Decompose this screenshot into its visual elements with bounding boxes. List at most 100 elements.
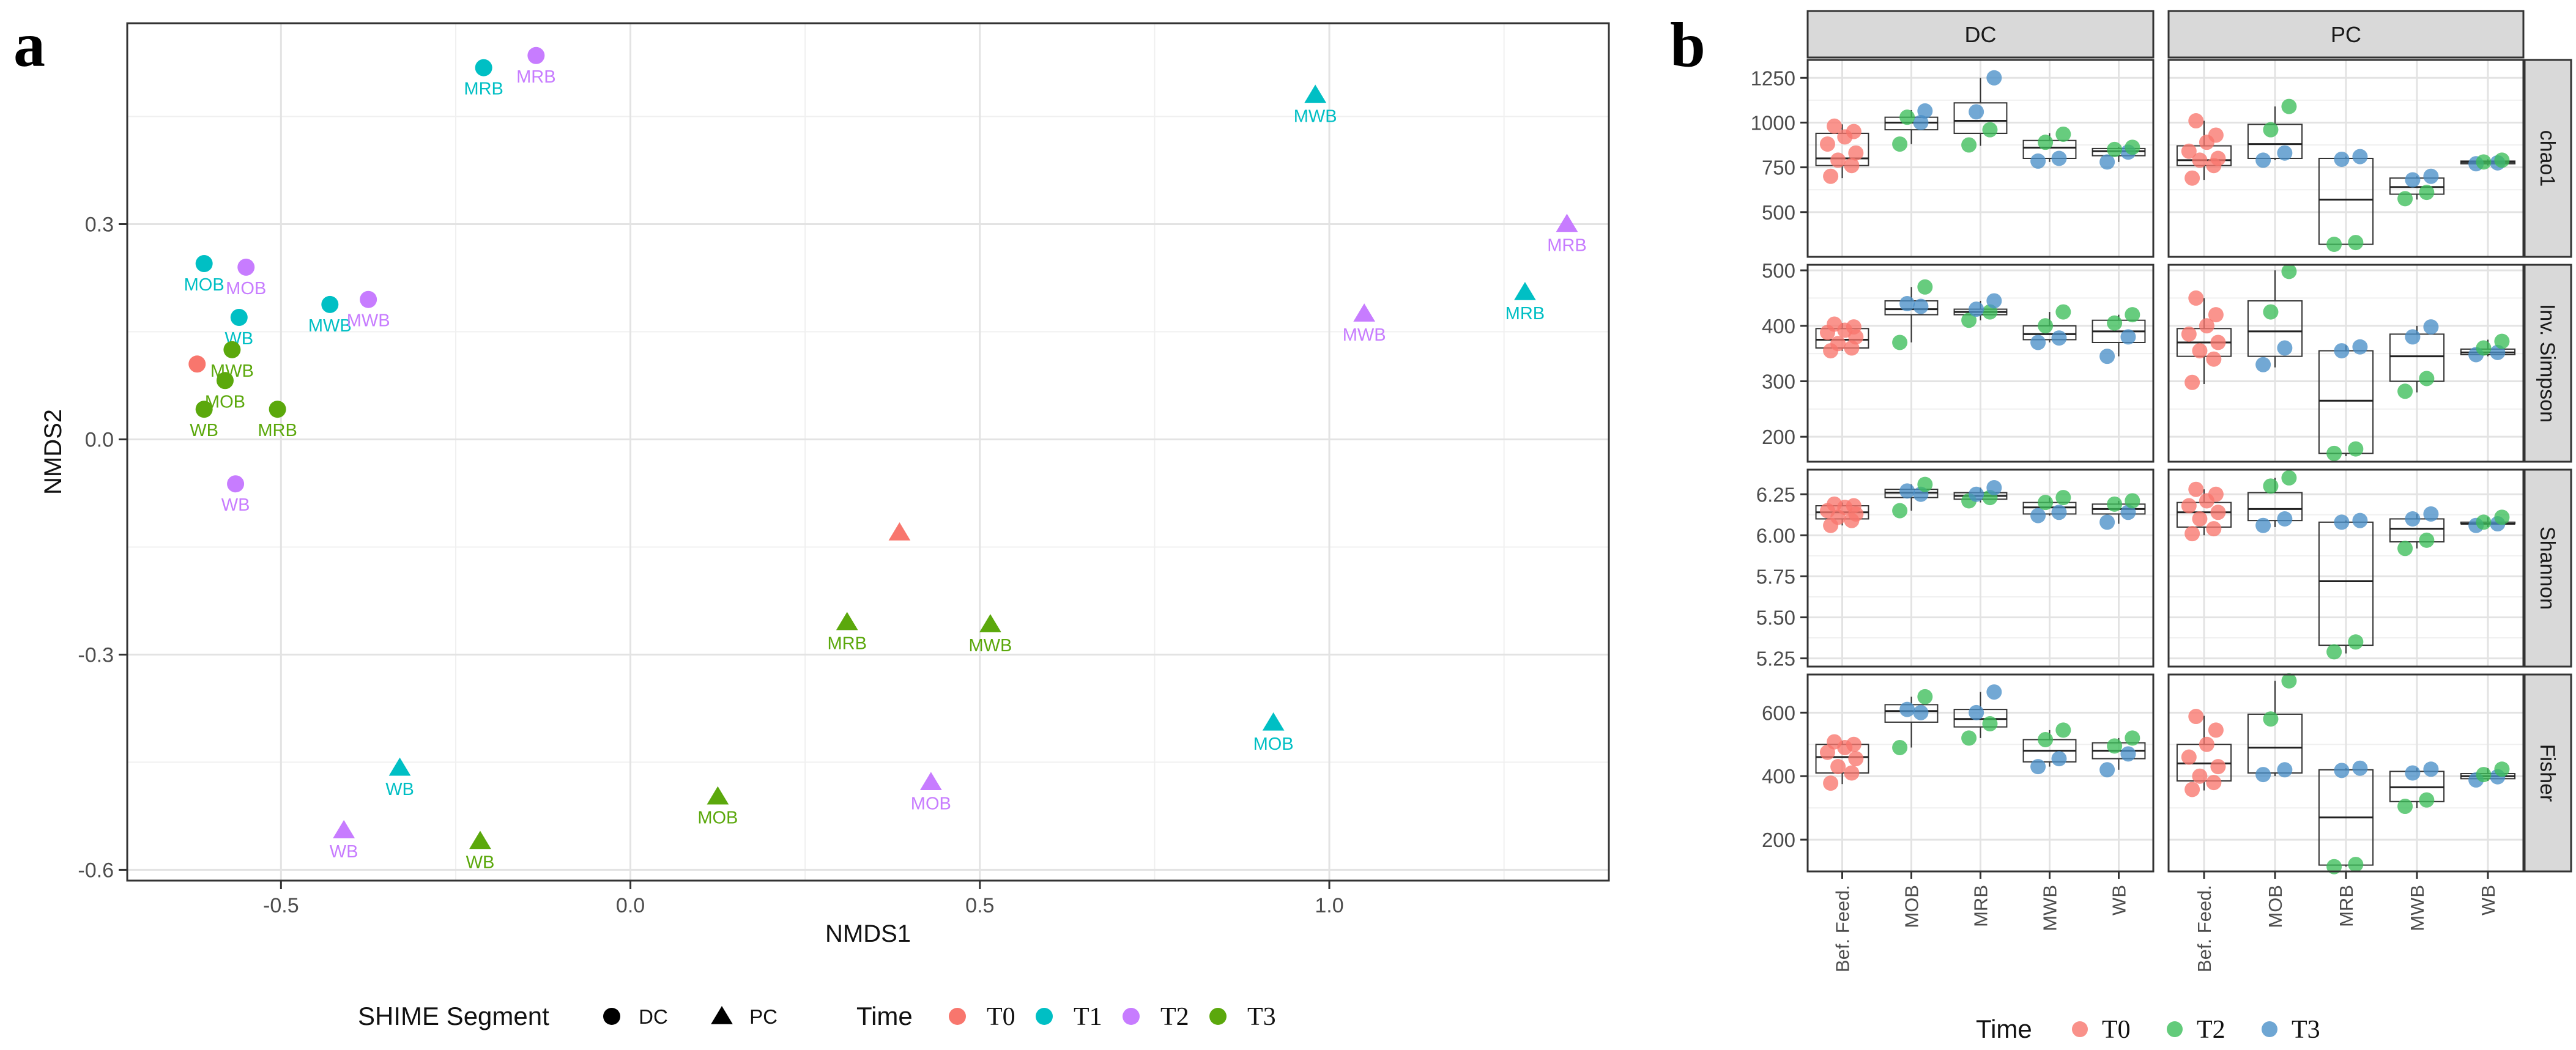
box-point-t2b [2038,731,2054,747]
box-point-t2b [2125,493,2140,509]
box-point-t2b [2397,191,2413,207]
facet-row-strip [2523,468,2572,668]
box-point-t2b [2055,722,2071,738]
box-point-t2b [1892,503,1908,519]
box-point-t2b [2494,761,2510,777]
nmds-point-t2 [527,46,545,64]
box-point-t2b [2326,644,2342,660]
box-point-t3b [2352,760,2368,776]
box-point-t2b [1892,136,1908,152]
box-point-t2b [1917,689,1933,704]
box-point-t2b [2326,237,2342,253]
box-point-t3b [1899,295,1915,311]
legend-color-key-t2 [1123,1008,1140,1025]
y-tick-label: 0.3 [85,213,114,237]
box-point-t0 [1844,765,1860,781]
box-point-t3b [2120,505,2136,520]
boxplot-wb [2092,493,2146,530]
boxplot-mrb [2318,149,2374,253]
box-point-t0 [2181,326,2197,342]
box-point-t2b [2125,307,2140,323]
legend-color-label: T1 [1074,1003,1102,1031]
box-iqr [2247,300,2303,357]
nmds-point-t1 [230,309,248,327]
nmds-point-t1 [1514,281,1536,300]
box-point-t2b [1917,279,1933,295]
legend-triangle-key [711,1006,733,1024]
nmds-point-label: WB [221,495,250,515]
x-tick-label: 0.0 [616,894,645,917]
facet-x-tick-label: WB [2109,885,2130,915]
boxplot-legend-key [2167,1021,2183,1037]
box-point-t3b [2405,765,2421,781]
y-tick-label: -0.6 [78,859,114,882]
box-point-t0 [2210,759,2226,775]
box-point-t3b [2099,349,2115,364]
nmds-point-label: WB [330,842,358,862]
nmds-point-t1 [1262,712,1285,731]
box-point-t2b [2326,445,2342,461]
box-point-t2b [2263,711,2279,727]
box-point-t3b [2352,512,2368,528]
nmds-point-t2 [919,772,942,791]
box-point-t2b [2419,532,2435,548]
box-point-t3b [1986,70,2002,86]
boxplot-mwb [2022,126,2077,169]
box-point-t2b [2476,514,2492,530]
box-point-t0 [1846,124,1861,139]
box-point-t2b [2055,126,2071,142]
nmds-point-label: MOB [184,275,225,295]
nmds-point-label: MWB [347,311,390,331]
box-point-t2b [2419,371,2435,386]
facet-x-tick-label: MWB [2040,885,2061,931]
facet-y-tick-label: 1000 [1751,111,1795,134]
nmds-point-label: WB [190,421,218,440]
box-point-t0 [2208,486,2224,502]
box-point-t0 [2192,768,2208,784]
box-point-t3b [2030,335,2046,350]
nmds-point-label: MRB [827,634,866,654]
box-iqr [1953,102,2008,135]
legend-color-title: Time [856,1002,913,1030]
box-point-t2b [2107,315,2123,331]
box-point-t0 [1819,136,1835,152]
box-point-t2b [2107,496,2123,512]
box-point-t0 [2181,749,2197,765]
box-point-t3b [2051,150,2067,166]
box-point-t3b [2030,759,2046,775]
box-point-t2b [2281,98,2297,114]
box-point-t2b [1982,122,1998,138]
nmds-point-t2 [237,258,255,276]
facet-panel-border [1806,468,2155,668]
box-point-t3b [2334,151,2350,167]
nmds-point-label: MRB [258,421,297,440]
panel-letter-a: a [13,10,45,80]
box-point-t3b [2423,168,2439,184]
box-point-t2b [2348,235,2364,251]
nmds-point-t2 [1556,213,1578,232]
box-point-t2b [1961,730,1977,746]
boxplot-mrb [2318,512,2374,660]
facet-x-tick-label: MWB [2407,885,2428,931]
box-point-t0 [2206,775,2222,791]
facet-y-tick-label: 200 [1762,426,1795,448]
facet-x-tick-label: Bef. Feed. [2194,885,2215,972]
box-point-t2b [2038,135,2054,150]
box-point-t2b [2263,478,2279,494]
boxplot-mwb [2389,761,2445,815]
nmds-point-t0 [188,355,206,373]
boxplot-mrb [1953,684,2008,746]
box-point-t3b [1899,701,1915,717]
box-point-t2b [1892,739,1908,755]
nmds-point-label: MOB [697,808,738,828]
nmds-point-label: MWB [1294,106,1337,126]
box-point-t2b [2055,490,2071,506]
box-point-t0 [1830,336,1846,352]
box-point-t2b [2419,185,2435,201]
nmds-point-label: MRB [1547,236,1586,256]
boxplot-wb [2092,139,2146,170]
boxplot-mwb [2389,168,2445,207]
box-point-t2b [1982,716,1998,731]
facet-row-label: Inv. Simpson [2536,304,2559,423]
